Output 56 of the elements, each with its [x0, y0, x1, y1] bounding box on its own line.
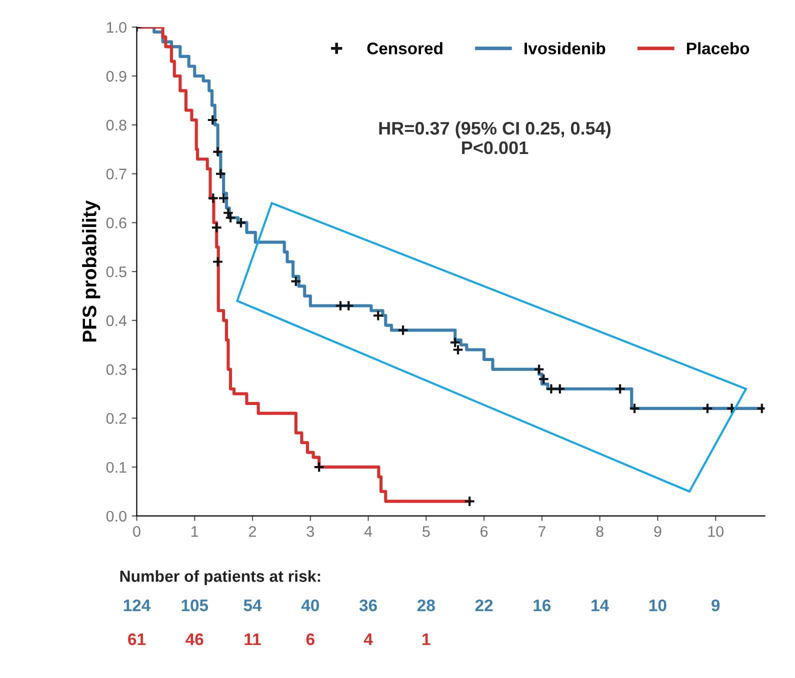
point	[290, 276, 302, 288]
legend-label: Ivosidenib	[524, 42, 606, 54]
x-tick-label: 3	[306, 526, 314, 537]
y-tick-label: 0.3	[106, 364, 126, 375]
point	[554, 383, 566, 395]
point	[372, 310, 384, 322]
annotation: HR=0.37 (95% CI 0.25, 0.54) P<0.001	[379, 121, 611, 154]
x-tick-label: 5	[422, 526, 430, 537]
y-tick-label: 0.8	[106, 120, 126, 131]
point	[210, 222, 222, 234]
x-tick-label: 8	[596, 526, 604, 537]
x-tick-label: 0	[133, 526, 140, 537]
x-tick-label: 7	[538, 526, 546, 537]
point	[235, 216, 247, 228]
point	[464, 496, 476, 507]
text: 124 105 54 40 36 28 22 16 14 10 9	[124, 599, 720, 612]
y-tick-label: 0.4	[106, 315, 127, 326]
point	[313, 461, 325, 473]
point	[212, 256, 224, 268]
y-tick-label: 0.1	[106, 462, 126, 473]
point	[218, 192, 230, 204]
point	[334, 300, 346, 312]
legend-label: Censored	[367, 42, 442, 54]
point	[342, 300, 354, 312]
y-axis-title: PFS probability	[82, 200, 100, 342]
y-tick-label: 0.7	[106, 168, 126, 180]
x-tick-label: 6	[480, 526, 488, 537]
point	[214, 168, 226, 180]
point	[206, 114, 218, 126]
point	[207, 192, 219, 204]
point	[702, 402, 714, 414]
point	[449, 336, 461, 348]
point	[212, 146, 224, 158]
y-tick-label: 0.6	[106, 218, 126, 228]
point	[533, 364, 545, 376]
x-tick-label: 4	[364, 526, 372, 537]
point	[397, 324, 409, 336]
y-tick-label: 0.0	[106, 510, 126, 522]
point	[452, 344, 464, 356]
point	[614, 383, 626, 395]
text: Number of patients at risk:	[120, 570, 320, 586]
x-tick-label: 9	[654, 526, 662, 537]
point	[545, 383, 557, 395]
y-tick-label: 1.0	[106, 22, 126, 33]
text: 61 46 11 6 4 1	[128, 633, 430, 646]
y-tick-label: 0.2	[106, 413, 126, 424]
point	[538, 373, 550, 385]
y-tick-label: 0.5	[106, 266, 126, 278]
point	[726, 402, 738, 414]
point	[628, 402, 640, 414]
y-tick-label: 0.9	[106, 70, 126, 82]
x-tick-label: 1	[192, 526, 198, 537]
x-tick-label: 10	[708, 526, 724, 537]
legend-label: Placebo	[686, 42, 750, 54]
point	[224, 212, 236, 224]
x-tick-label: 2	[249, 526, 256, 537]
